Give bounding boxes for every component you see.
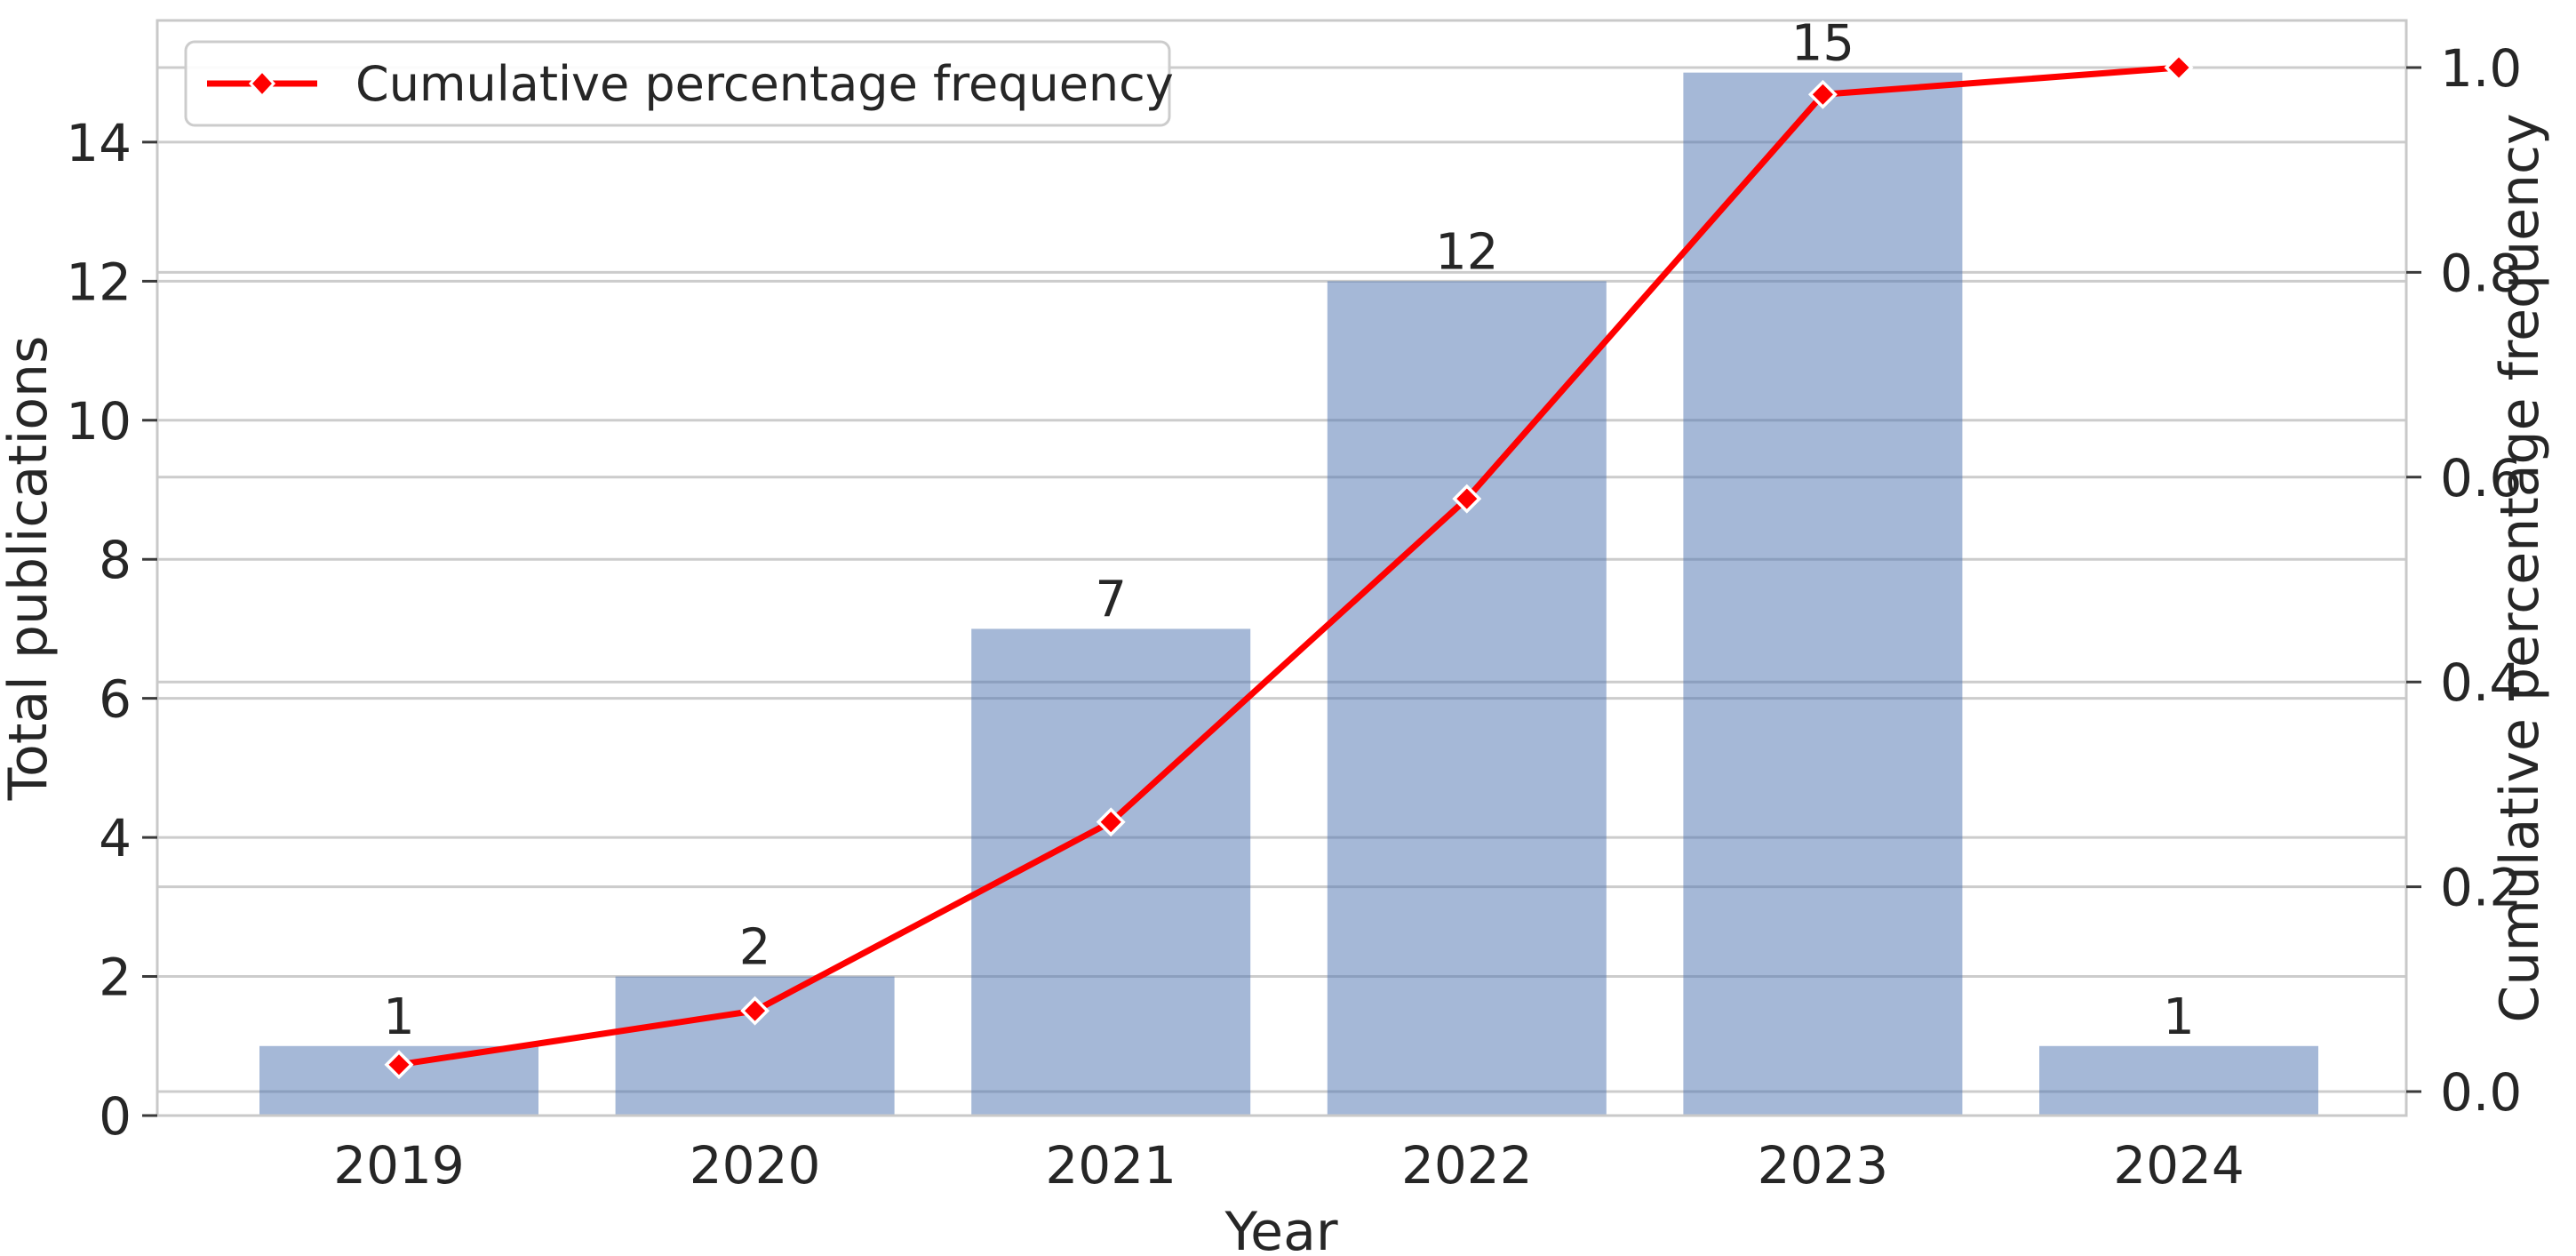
diamond-marker-icon	[740, 996, 770, 1026]
bar-value-label: 15	[1791, 15, 1854, 73]
x-tick-label: 2022	[1401, 1135, 1533, 1196]
x-axis-title: Year	[1224, 1201, 1337, 1256]
legend-label: Cumulative percentage frequency	[355, 56, 1174, 112]
left-tick-label: 4	[99, 808, 132, 868]
right-tick-label: 0.6	[2440, 448, 2522, 508]
diamond-marker-icon	[2164, 52, 2194, 83]
left-tick-label: 8	[99, 530, 132, 590]
x-tick-label: 2019	[333, 1135, 465, 1196]
diamond-marker-icon	[384, 1050, 414, 1080]
right-tick-label: 1.0	[2440, 38, 2522, 99]
left-tick-label: 14	[66, 113, 132, 173]
plot-border	[156, 19, 2408, 1117]
x-tick-label: 2020	[690, 1135, 821, 1196]
bar	[1683, 72, 1963, 1116]
y-axis-title-right: Cumulative percentage frequency	[2489, 113, 2551, 1022]
bar-value-label: 1	[383, 988, 415, 1046]
right-tick-label: 0.4	[2440, 652, 2522, 713]
bar-value-label: 12	[1435, 223, 1498, 281]
cumulative-line	[395, 64, 2182, 1068]
bar-series	[259, 72, 2318, 1116]
legend-box	[184, 40, 1171, 127]
bar-value-label: 7	[1095, 571, 1127, 628]
x-tick-label: 2021	[1045, 1135, 1176, 1196]
legend-diamond-icon	[248, 68, 276, 99]
left-tick-label: 0	[99, 1086, 132, 1147]
left-tick-label: 2	[99, 948, 132, 1008]
right-tick-label: 0.2	[2440, 858, 2522, 918]
bar	[2039, 1045, 2318, 1116]
right-tick-label: 0.8	[2440, 243, 2522, 303]
x-tick-label: 2024	[2113, 1135, 2245, 1196]
right-tick-label: 0.0	[2440, 1062, 2522, 1123]
diamond-marker-icon	[1452, 484, 1482, 514]
left-tick-label: 10	[66, 391, 132, 452]
bar-value-label: 1	[2163, 988, 2195, 1046]
legend: Cumulative percentage frequency	[184, 40, 1174, 127]
bar	[1327, 281, 1607, 1116]
plot-area-background	[157, 20, 2406, 1116]
diamond-marker-icon	[1807, 79, 1838, 109]
gridlines	[157, 66, 2406, 1093]
diamond-marker-icon	[1096, 807, 1126, 837]
left-tick-label: 6	[99, 669, 132, 730]
left-tick-label: 12	[66, 252, 132, 312]
y-axis-title-left: Total publications	[0, 336, 60, 802]
cumulative-line-series	[384, 52, 2194, 1080]
bar-value-label: 2	[739, 919, 771, 977]
x-tick-label: 2023	[1758, 1135, 1889, 1196]
